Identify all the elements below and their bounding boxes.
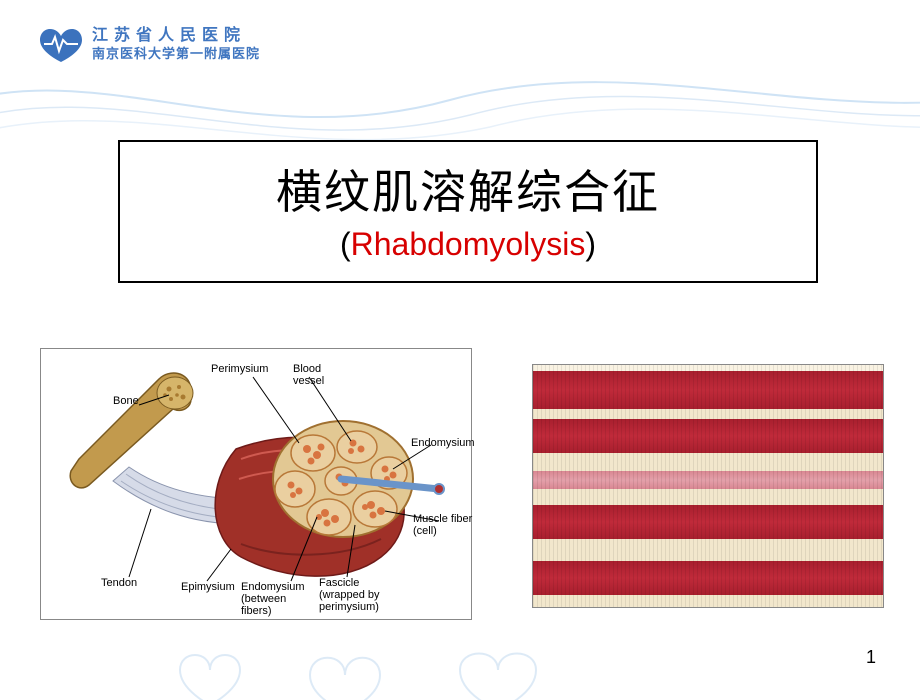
label-endomysium-top: Endomysium xyxy=(411,437,475,449)
histology-image xyxy=(532,364,884,608)
page-number: 1 xyxy=(866,647,876,668)
label-endomysium-btm: Endomysium (between fibers) xyxy=(241,581,305,617)
label-tendon: Tendon xyxy=(101,577,137,589)
title-english: Rhabdomyolysis xyxy=(351,226,586,262)
label-perimysium: Perimysium xyxy=(211,363,268,375)
hospital-logo: 江苏省人民医院 南京医科大学第一附属医院 xyxy=(38,25,260,63)
paren-close: ) xyxy=(585,226,596,262)
title-chinese: 横纹肌溶解综合征 xyxy=(120,156,816,222)
striation-overlay xyxy=(533,365,884,608)
label-muscle-fiber: Muscle fiber (cell) xyxy=(413,513,472,537)
muscle-anatomy-diagram: Bone Perimysium Blood vessel Endomysium … xyxy=(40,348,472,620)
title-box: 横纹肌溶解综合征 (Rhabdomyolysis) xyxy=(118,140,818,283)
logo-line1: 江苏省人民医院 xyxy=(92,26,260,46)
title-english-wrap: (Rhabdomyolysis) xyxy=(120,226,816,263)
label-fascicle: Fascicle (wrapped by perimysium) xyxy=(319,577,380,613)
paren-open: ( xyxy=(340,226,351,262)
watermark-hearts xyxy=(140,620,840,700)
label-bone: Bone xyxy=(113,395,139,407)
label-epimysium: Epimysium xyxy=(181,581,235,593)
label-blood-vessel: Blood vessel xyxy=(293,363,324,387)
logo-line2: 南京医科大学第一附属医院 xyxy=(92,46,260,62)
heartbeat-icon xyxy=(38,25,84,63)
